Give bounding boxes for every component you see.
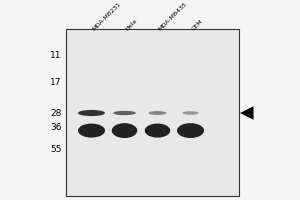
Text: CEM: CEM: [190, 18, 204, 31]
Text: 55: 55: [50, 145, 61, 154]
Text: Hela: Hela: [124, 18, 138, 31]
Ellipse shape: [148, 111, 166, 115]
Ellipse shape: [112, 123, 137, 138]
Ellipse shape: [145, 124, 170, 138]
Text: MDA-MB435: MDA-MB435: [158, 1, 188, 31]
Text: MDA-MB231: MDA-MB231: [92, 1, 122, 31]
Text: 17: 17: [50, 78, 61, 87]
FancyBboxPatch shape: [66, 29, 239, 196]
Ellipse shape: [78, 110, 105, 116]
Text: 28: 28: [50, 109, 61, 118]
Polygon shape: [240, 106, 253, 120]
Ellipse shape: [113, 111, 136, 115]
Ellipse shape: [177, 123, 204, 138]
Ellipse shape: [182, 111, 199, 115]
Ellipse shape: [78, 124, 105, 138]
Text: 36: 36: [50, 123, 61, 132]
Text: 11: 11: [50, 51, 61, 60]
